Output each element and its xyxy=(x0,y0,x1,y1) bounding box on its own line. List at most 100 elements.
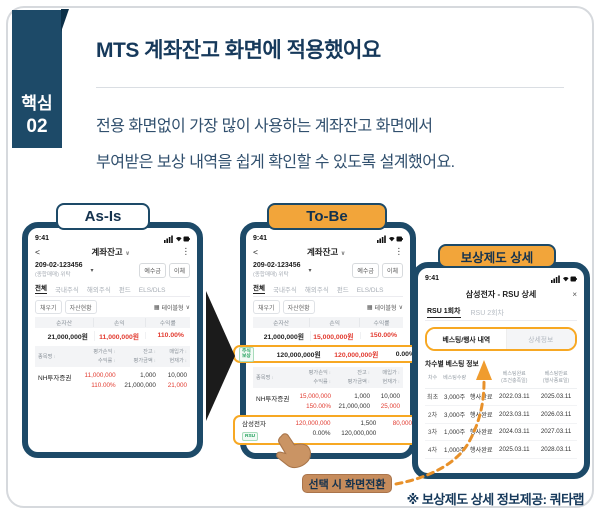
more-icon[interactable]: ⋮ xyxy=(181,246,191,256)
view-toggle[interactable]: ▦ 테이블형 ∨ xyxy=(154,303,190,312)
nav-caret-icon[interactable]: ∨ xyxy=(340,250,346,257)
key-number-badge: 핵심 02 xyxy=(12,10,62,148)
view-toggle-label: 테이블형 xyxy=(161,305,184,312)
sort-icon[interactable]: ↕ xyxy=(184,349,187,355)
stock-pl: 15,000,000 xyxy=(299,393,331,401)
status-bar: 9:41 xyxy=(253,232,403,244)
stock-cur: 80,000 xyxy=(392,420,412,428)
tab-domestic[interactable]: 국내주식 xyxy=(54,287,79,295)
sort-icon[interactable]: ↕ xyxy=(53,354,56,360)
tab-rsu-2[interactable]: RSU 2회차 xyxy=(470,310,505,317)
status-icons xyxy=(377,235,403,243)
sort-icon[interactable]: ↕ xyxy=(184,357,187,363)
status-bar: 9:41 xyxy=(425,272,577,284)
nav-caret-icon[interactable]: ∨ xyxy=(125,250,130,257)
account-subtext: (종합매매) 위탁 xyxy=(253,272,289,279)
account-caret-icon[interactable]: ▾ xyxy=(90,267,94,274)
stock-cur: 25,000 xyxy=(380,403,400,411)
summary-rate: 110.00% xyxy=(145,332,190,340)
sort-icon[interactable]: ↕ xyxy=(153,357,156,363)
status-icons xyxy=(164,235,190,243)
filter-chip-1[interactable]: 채우기 xyxy=(35,300,62,315)
sort-icon[interactable]: ↕ xyxy=(328,370,331,376)
sort-icon[interactable]: ↕ xyxy=(328,378,331,384)
title-divider xyxy=(96,87,564,88)
tab-all[interactable]: 전체 xyxy=(253,282,265,295)
deposit-button[interactable]: 예수금 xyxy=(139,262,166,278)
rsu-total: 120,000,000원 xyxy=(276,352,321,360)
filter-chip-1[interactable]: 채우기 xyxy=(253,300,280,315)
view-toggle[interactable]: ▦ 테이블형 ∨ xyxy=(367,303,403,312)
col-vesting-qty: 베스팅수량 xyxy=(443,374,467,381)
sort-icon[interactable]: ↕ xyxy=(397,370,400,376)
vesting-row[interactable]: 2차 3,000주 행사완료 2023.03.11 2026.03.11 xyxy=(425,406,577,424)
stock-compensation-badge: 주식 보상 xyxy=(239,346,254,362)
tab-els[interactable]: ELS/DLS xyxy=(356,287,384,295)
tab-rsu-1[interactable]: RSU 1회차 xyxy=(427,306,461,318)
view-caret-icon: ∨ xyxy=(398,304,403,311)
status-time: 9:41 xyxy=(425,274,440,282)
stock-rate: 110.00% xyxy=(91,382,116,390)
vesting-row[interactable]: 4차 1,000주 행사완료 2025.03.11 2028.03.11 xyxy=(425,441,577,459)
view-toggle-label: 테이블형 xyxy=(374,305,397,312)
stock-compensation-summary-row[interactable]: 주식 보상 120,000,000원 120,000,000원 0.00% xyxy=(233,345,423,364)
col-eval: 평가금액 xyxy=(347,378,367,385)
stock-eval: 21,000,000 xyxy=(124,382,156,390)
tab-overseas[interactable]: 해외주식 xyxy=(304,287,329,295)
sort-icon[interactable]: ↕ xyxy=(397,378,400,384)
col-vesting-complete: 베스팅완료 xyxy=(502,371,526,377)
account-selector[interactable]: 209-02-123456 (종합매매) 위탁 xyxy=(35,262,83,278)
col-cur: 현재가 xyxy=(169,357,184,364)
holding-row-nh[interactable]: NH투자증권 15,000,000 150.00% 1,000 21,000,0… xyxy=(253,392,403,412)
col-eval: 평가금액 xyxy=(133,357,153,364)
tab-els[interactable]: ELS/DLS xyxy=(138,287,166,295)
stock-cur: 21,000 xyxy=(167,382,187,390)
tab-overseas[interactable]: 해외주식 xyxy=(86,287,111,295)
sort-icon[interactable]: ↕ xyxy=(153,349,156,355)
account-caret-icon[interactable]: ▾ xyxy=(308,267,312,274)
subtitle-line1: 전용 화면없이 가장 많이 사용하는 계좌잔고 화면에서 xyxy=(96,118,433,135)
vesting-row[interactable]: 3차 1,000주 행사완료 2024.03.11 2027.03.11 xyxy=(425,424,577,441)
sort-icon[interactable]: ↕ xyxy=(271,375,274,381)
back-icon[interactable]: < xyxy=(35,246,40,257)
segment-vesting-history[interactable]: 베스팅/행사 내역 xyxy=(427,329,507,349)
deposit-button[interactable]: 예수금 xyxy=(352,262,379,278)
col-qty: 잔고 xyxy=(357,370,367,377)
filter-chip-2[interactable]: 자산현황 xyxy=(64,300,97,315)
tab-all[interactable]: 전체 xyxy=(35,282,47,295)
stock-pl: 11,000,000 xyxy=(84,372,116,380)
more-icon[interactable]: ⋮ xyxy=(394,246,404,256)
summary-pl: 11,000,000원 xyxy=(93,330,145,341)
status-bar: 9:41 xyxy=(35,232,190,244)
col-vesting-expiry-sub: (행사종료일) xyxy=(542,378,570,385)
screen-transition-badge: 선택 시 화면전환 xyxy=(302,474,392,493)
badge-line1: 주식 xyxy=(242,348,251,354)
sort-icon[interactable]: ↕ xyxy=(113,349,116,355)
summary-header-networth: 순자산 xyxy=(273,321,290,328)
stock-buy: 10,000 xyxy=(167,372,187,380)
filter-chip-2[interactable]: 자산현황 xyxy=(282,300,315,315)
tab-fund[interactable]: 펀드 xyxy=(336,287,349,295)
sort-icon[interactable]: ↕ xyxy=(367,378,370,384)
sort-icon[interactable]: ↕ xyxy=(367,370,370,376)
asis-label-badge: As-Is xyxy=(56,203,150,230)
tab-fund[interactable]: 펀드 xyxy=(118,287,131,295)
back-icon[interactable]: < xyxy=(253,246,258,257)
tab-domestic[interactable]: 국내주식 xyxy=(272,287,297,295)
close-icon[interactable]: × xyxy=(572,289,577,299)
sort-icon[interactable]: ↕ xyxy=(113,357,116,363)
col-name: 종목명 xyxy=(256,374,271,381)
holding-row-samsung-rsu[interactable]: 삼성전자 RSU 120,000,000 0.00% 1,500 120,000… xyxy=(233,415,423,446)
stock-name: NH투자증권 xyxy=(38,375,72,383)
segment-detail-info[interactable]: 상세정보 xyxy=(506,329,575,349)
transfer-button[interactable]: 이체 xyxy=(168,262,190,278)
detail-title: 삼성전자 - RSU 상세 xyxy=(465,289,537,299)
col-status: 상태 xyxy=(476,374,486,381)
col-vesting-expiry: 베스팅만료 xyxy=(544,371,568,377)
vesting-row[interactable]: 최초 3,000주 행사완료 2022.03.11 2025.03.11 xyxy=(425,389,577,406)
holding-row-nh[interactable]: NH투자증권 11,000,000 110.00% 1,000 21,000,0… xyxy=(35,371,190,391)
stock-name: 삼성전자 xyxy=(242,421,266,429)
transfer-button[interactable]: 이체 xyxy=(381,262,403,278)
account-selector[interactable]: 209-02-123456 (종합매매) 위탁 xyxy=(253,262,301,278)
nav-title: 계좌잔고 xyxy=(91,246,123,257)
